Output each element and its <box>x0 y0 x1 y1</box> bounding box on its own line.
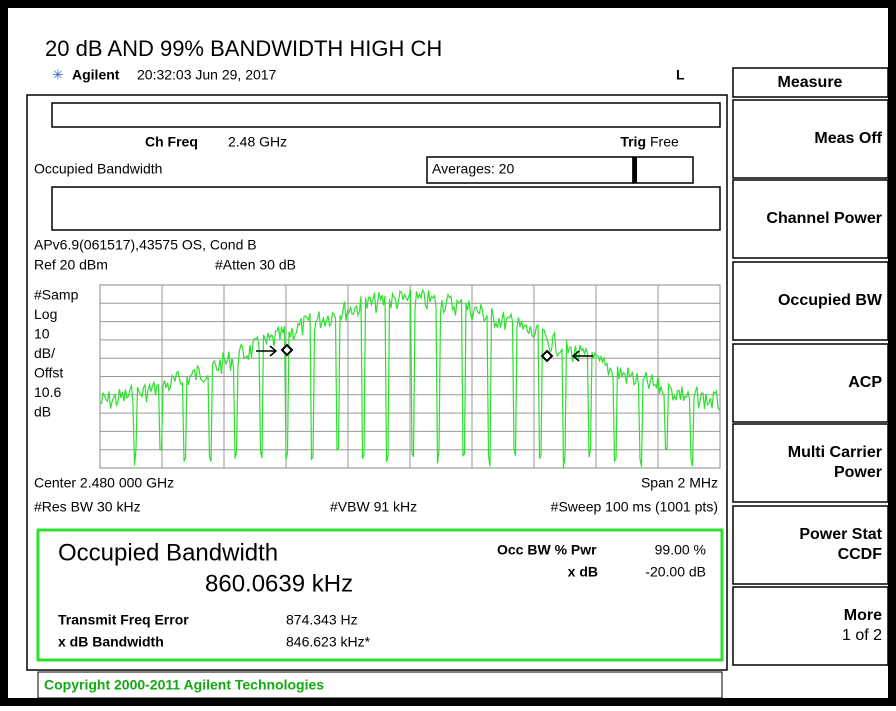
trace <box>99 288 721 468</box>
softkey[interactable] <box>732 261 889 341</box>
measurement: Occupied Bandwidth <box>34 161 162 177</box>
bar <box>51 102 721 128</box>
rbw: #Res BW 30 kHz <box>34 499 141 515</box>
softkey-label: Channel Power <box>766 210 882 227</box>
label: Transmit Freq Error <box>58 612 189 628</box>
label: Trig <box>620 134 646 150</box>
softkey-label: CCDF <box>838 546 883 563</box>
softkey-label: Multi Carrier <box>788 444 882 461</box>
softkey[interactable] <box>732 505 889 585</box>
mode: L <box>676 67 685 83</box>
vbw: #VBW 91 kHz <box>330 499 417 515</box>
copyright: Copyright 2000-2011 Agilent Technologies <box>44 677 324 693</box>
arrows <box>256 345 593 362</box>
softkey[interactable] <box>732 423 889 503</box>
progress <box>633 157 637 183</box>
center: Center 2.480 000 GHz <box>34 475 174 491</box>
scale-label: 10 <box>34 326 50 342</box>
scale-label: Log <box>34 306 57 322</box>
softkey[interactable] <box>732 99 889 179</box>
logo: ✳ <box>52 67 64 83</box>
label: Occ BW % Pwr <box>497 542 597 558</box>
value: 99.00 % <box>655 542 706 558</box>
graticule <box>99 284 721 469</box>
scale-label: dB/ <box>34 345 55 361</box>
title: 20 dB AND 99% BANDWIDTH HIGH CH <box>45 36 442 61</box>
markers <box>280 343 554 363</box>
sweep: #Sweep 100 ms (1001 pts) <box>551 499 718 515</box>
menu-title-box <box>732 67 889 98</box>
value: 846.623 kHz* <box>286 634 371 650</box>
scale-label: #Samp <box>34 287 79 303</box>
bar <box>51 186 721 231</box>
softkey[interactable] <box>732 586 889 666</box>
softkey-label: Occupied BW <box>778 292 883 309</box>
copyright-bar <box>37 671 723 699</box>
ref: Ref 20 dBm <box>34 257 108 273</box>
softkey[interactable] <box>732 179 889 259</box>
info: APv6.9(061517),43575 OS, Cond B <box>34 237 257 253</box>
label: Ch Freq <box>145 134 198 150</box>
softkey-label: Power <box>834 464 882 481</box>
softkey-label: ACP <box>848 374 882 391</box>
results-box <box>36 528 724 662</box>
averages: Averages: 20 <box>432 161 514 177</box>
scale-label: dB <box>34 404 51 420</box>
heading: Occupied Bandwidth <box>58 539 278 566</box>
brand: Agilent <box>72 67 120 83</box>
softkey-label: Power Stat <box>799 526 882 543</box>
softkey-label: 1 of 2 <box>842 627 882 644</box>
menu-title: Measure <box>778 74 843 91</box>
progress-box <box>632 156 694 184</box>
softkey-label: Meas Off <box>814 130 882 147</box>
label: x dB <box>568 564 598 580</box>
scale-label: Offst <box>34 365 63 381</box>
softkeys: Meas Off Channel Power Occupied BW ACP Multi… <box>732 99 889 666</box>
time: 20:32:03 Jun 29, 2017 <box>137 67 277 83</box>
value: Free <box>650 134 679 150</box>
softkey-label: More <box>844 607 882 624</box>
softkey[interactable] <box>732 343 889 423</box>
value: 874.343 Hz <box>286 612 358 628</box>
value: 2.48 GHz <box>228 134 287 150</box>
averages-box <box>426 156 634 184</box>
atten: #Atten 30 dB <box>215 257 296 273</box>
scale-label: 10.6 <box>34 384 61 400</box>
label: x dB Bandwidth <box>58 634 164 650</box>
obw: 860.0639 kHz <box>205 570 353 597</box>
span: Span 2 MHz <box>641 475 718 491</box>
value: -20.00 dB <box>645 564 706 580</box>
